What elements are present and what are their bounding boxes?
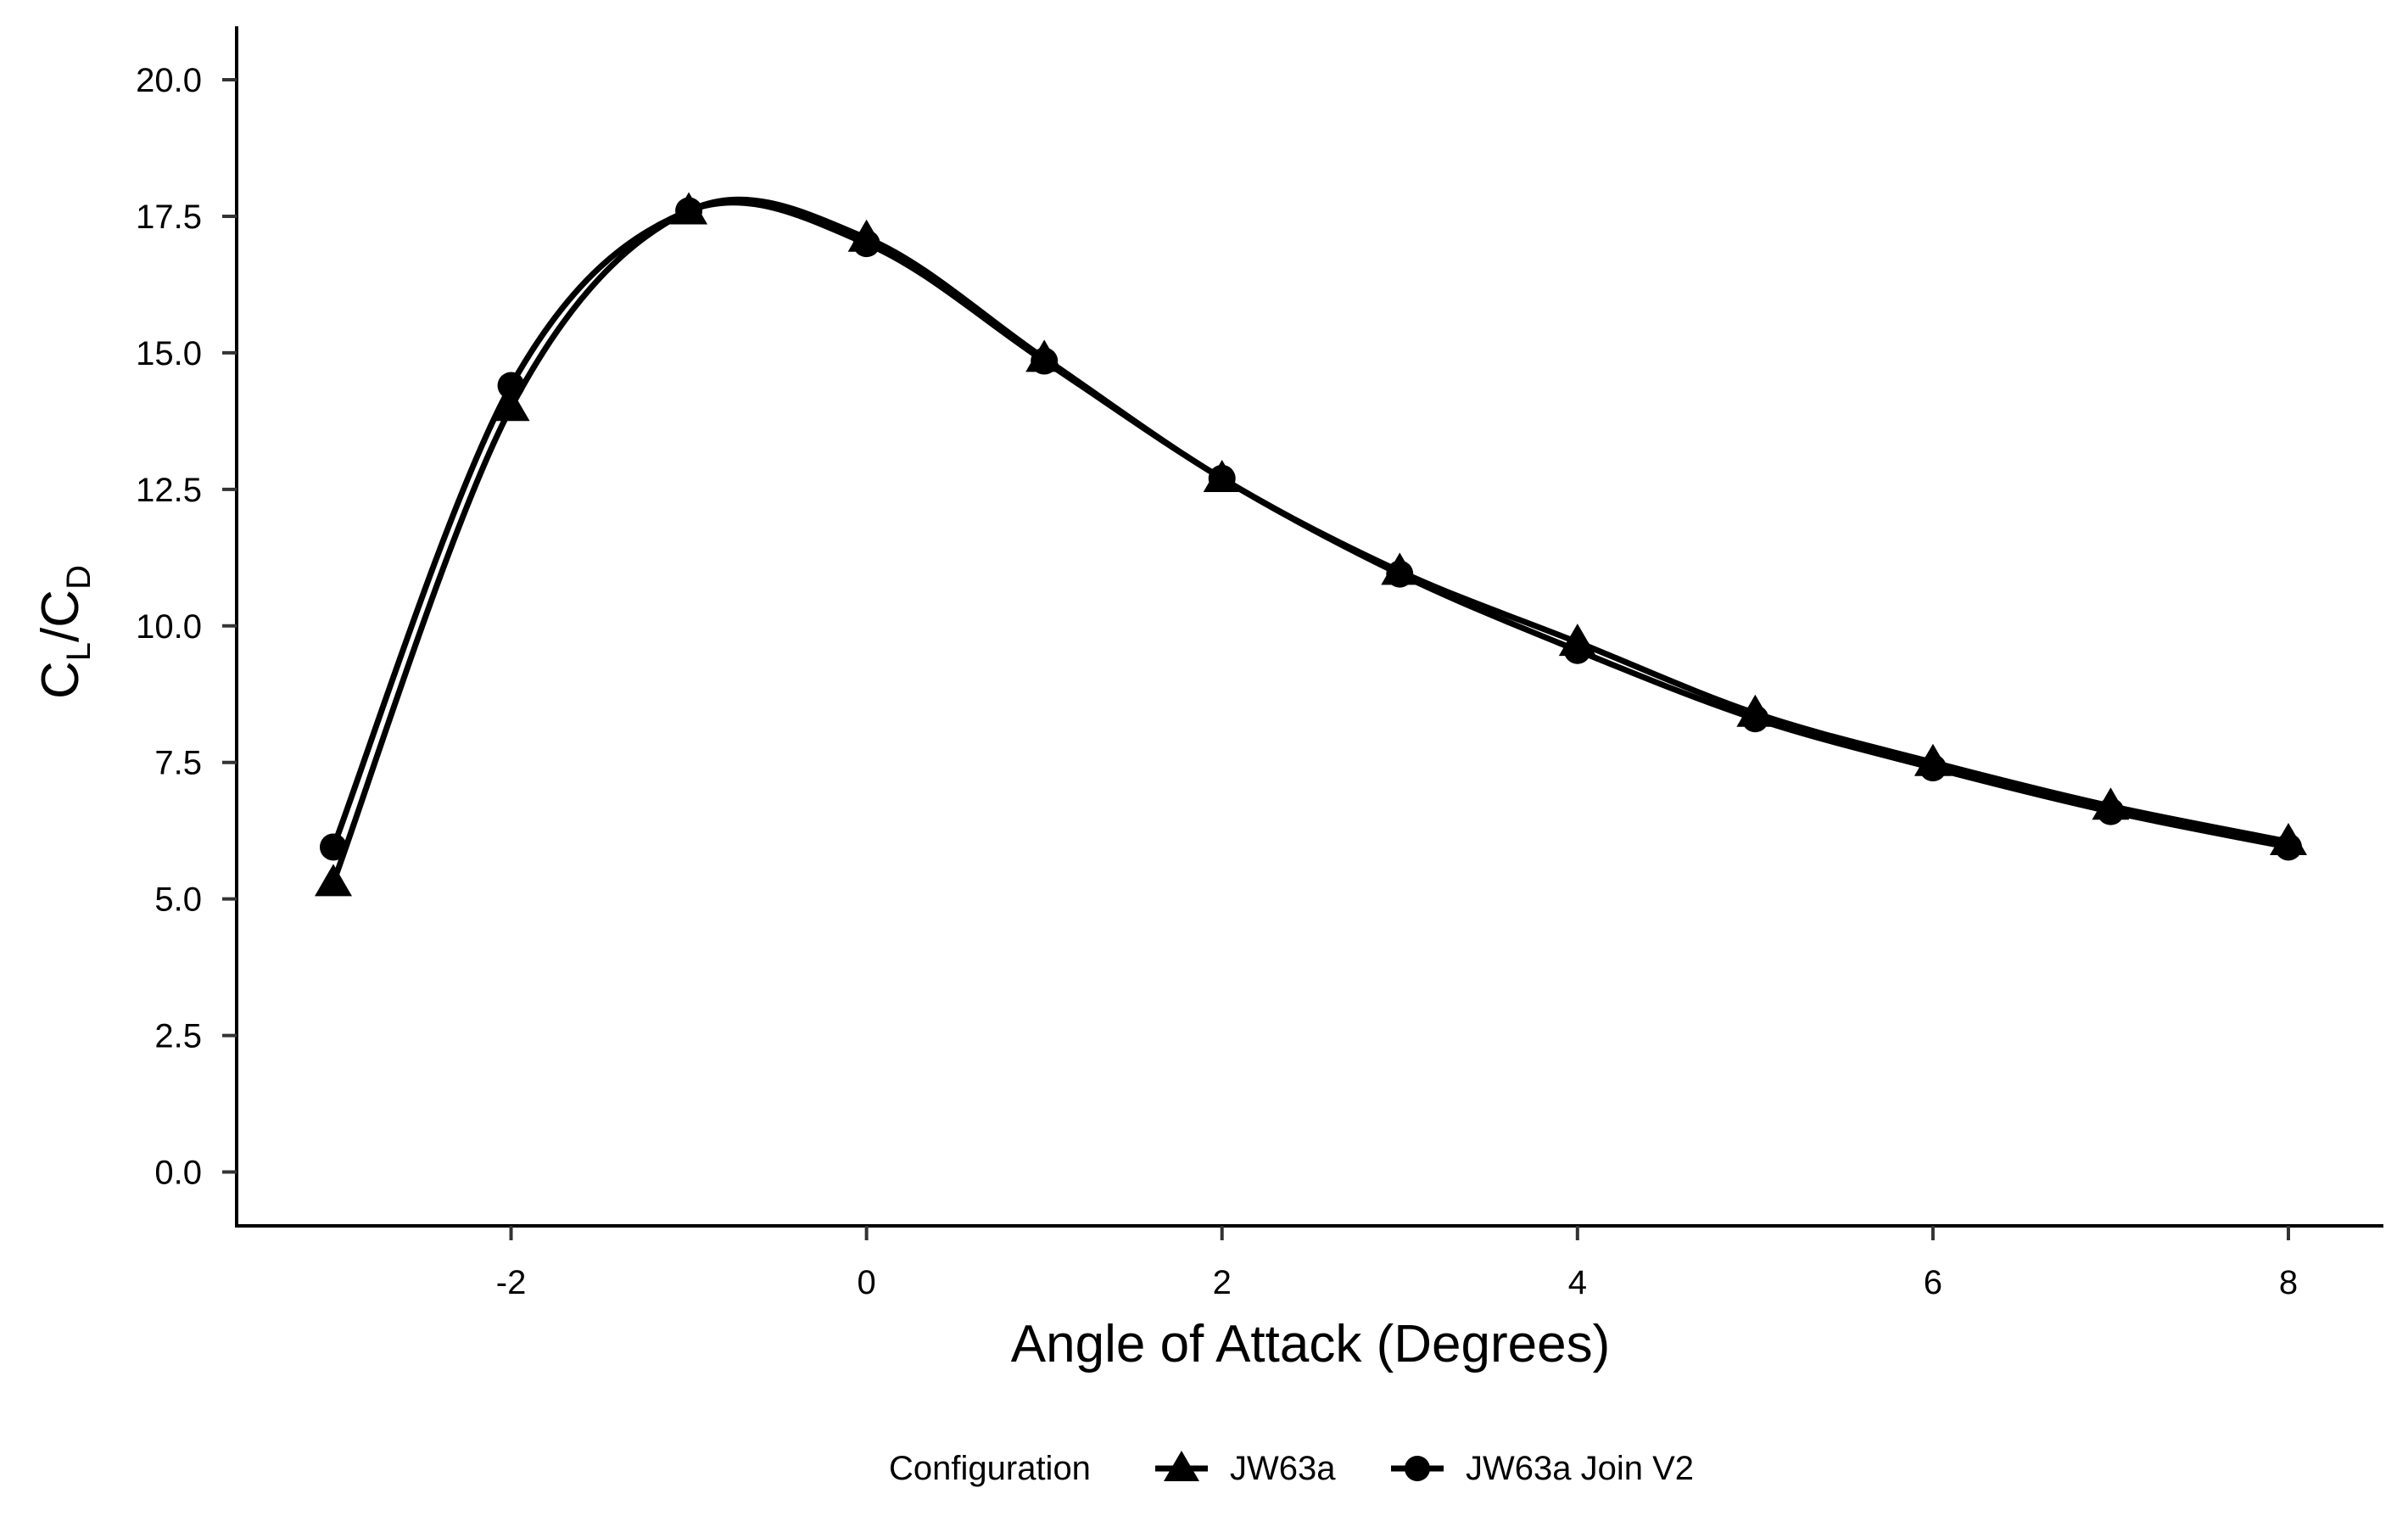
y-title-c2: C xyxy=(31,590,90,628)
y-tick-label: 20.0 xyxy=(136,62,202,99)
y-title-slash: / xyxy=(31,627,90,642)
data-point-circle xyxy=(320,833,347,861)
y-title-sub-d: D xyxy=(60,565,98,590)
x-tick-label: 0 xyxy=(858,1264,876,1301)
y-tick-label: 7.5 xyxy=(154,745,202,782)
legend-circle-icon xyxy=(1405,1456,1430,1481)
data-point-circle xyxy=(1741,705,1769,733)
data-point-circle xyxy=(2275,833,2302,861)
data-point-circle xyxy=(1386,560,1414,588)
x-tick-label: 2 xyxy=(1213,1264,1232,1301)
data-point-circle xyxy=(852,230,880,258)
y-tick-label: 2.5 xyxy=(154,1018,202,1055)
x-tick-label: 4 xyxy=(1568,1264,1587,1301)
legend-title: Configuration xyxy=(889,1450,1091,1487)
y-tick-label: 15.0 xyxy=(136,335,202,372)
legend: Configuration JW63a JW63a Join V2 xyxy=(889,1450,1694,1487)
data-point-triangle xyxy=(315,864,352,897)
data-point-circle xyxy=(1919,754,1947,782)
y-tick-label: 5.0 xyxy=(154,881,202,919)
y-tick-label: 10.0 xyxy=(136,608,202,646)
series-line-jw63a xyxy=(330,196,2289,884)
data-point-circle xyxy=(1208,464,1236,492)
data-point-circle xyxy=(1031,347,1059,375)
y-axis-title: CL/CD xyxy=(31,565,98,699)
x-tick-label: 6 xyxy=(1924,1264,1942,1301)
y-tick-label: 17.5 xyxy=(136,199,202,236)
data-point-circle xyxy=(1563,636,1591,664)
x-tick-label: -2 xyxy=(496,1264,527,1301)
legend-label-join-v2: JW63a Join V2 xyxy=(1466,1450,1694,1487)
legend-label-jw63a: JW63a xyxy=(1230,1450,1336,1487)
x-axis-title: Angle of Attack (Degrees) xyxy=(1011,1315,1610,1373)
data-point-circle xyxy=(675,197,703,225)
legend-triangle-icon xyxy=(1164,1451,1199,1481)
data-point-circle xyxy=(497,372,525,400)
data-point-circle xyxy=(2097,797,2125,825)
y-title-sub-l: L xyxy=(60,642,98,661)
y-tick-label: 12.5 xyxy=(136,472,202,509)
x-tick-label: 8 xyxy=(2279,1264,2298,1301)
data-point-triangle xyxy=(492,389,530,422)
y-title-c: C xyxy=(31,661,90,699)
y-tick-label: 0.0 xyxy=(154,1155,202,1192)
